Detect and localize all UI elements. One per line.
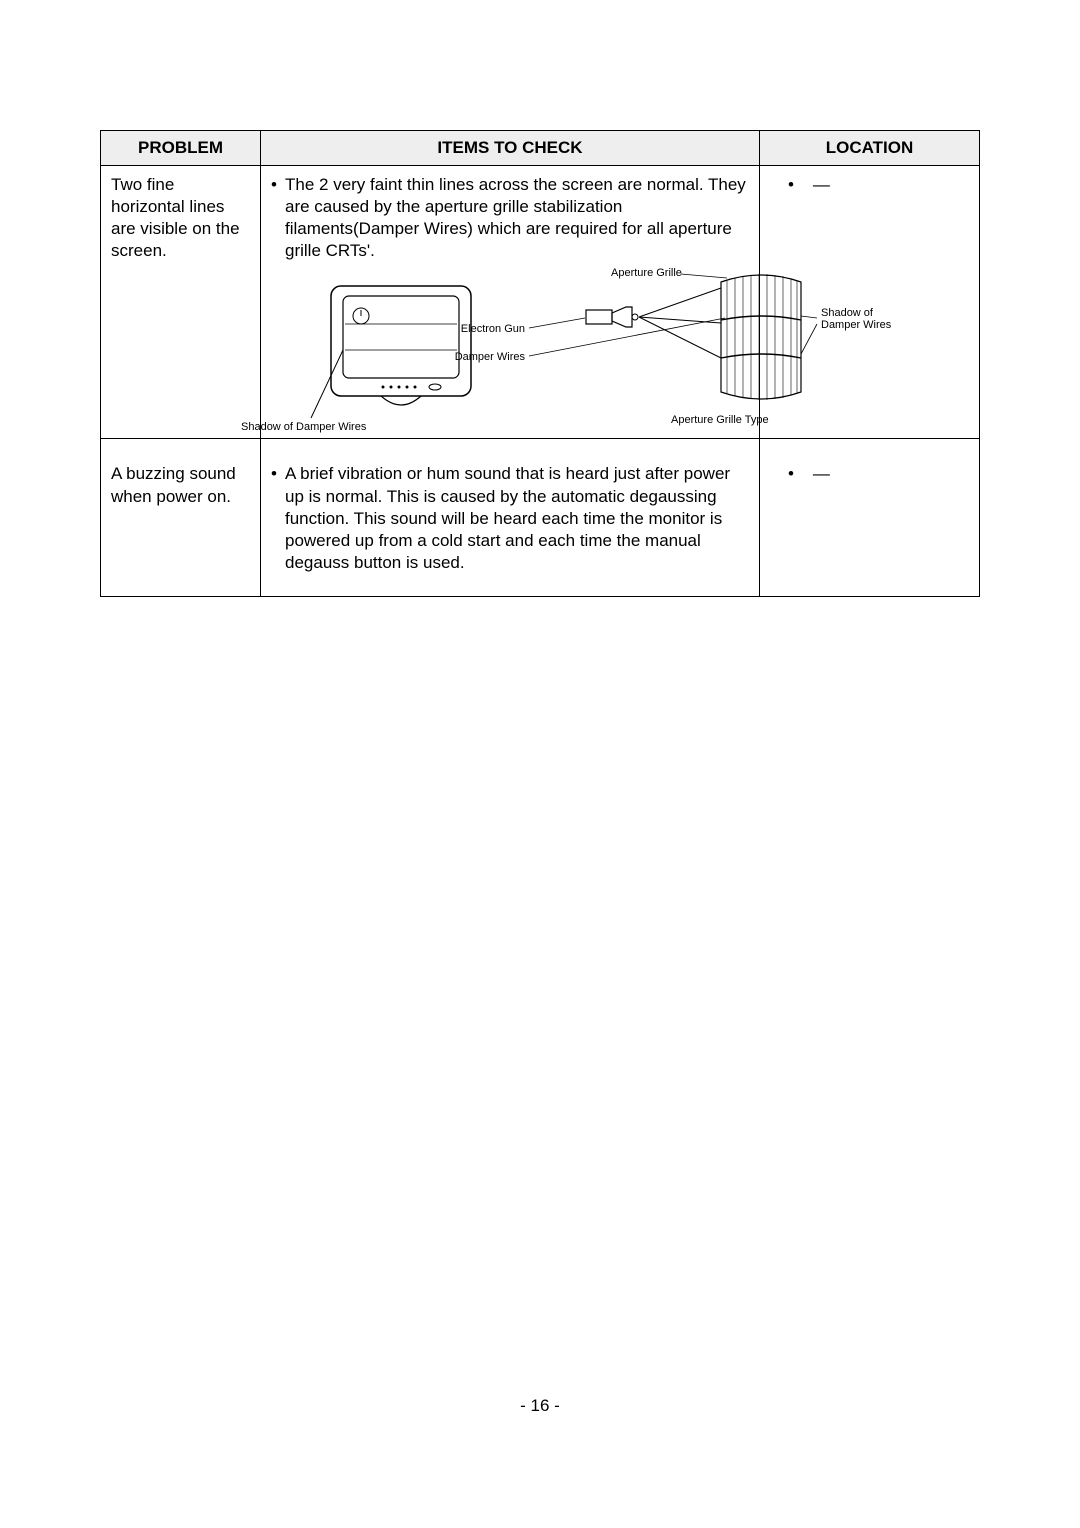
location-dash: — (813, 175, 830, 194)
table-header-row: PROBLEM ITEMS TO CHECK LOCATION (101, 131, 980, 166)
header-location: LOCATION (760, 131, 980, 166)
svg-text:Shadow of: Shadow of (821, 307, 874, 319)
problem-cell: A buzzing sound when power on. (101, 439, 261, 596)
page-content: PROBLEM ITEMS TO CHECK LOCATION Two fine… (0, 0, 1080, 597)
item-bullet: • The 2 very faint thin lines across the… (271, 174, 749, 262)
table-row: A buzzing sound when power on. • A brief… (101, 439, 980, 596)
item-bullet: • A brief vibration or hum sound that is… (271, 463, 749, 573)
troubleshoot-table: PROBLEM ITEMS TO CHECK LOCATION Two fine… (100, 130, 980, 597)
location-dash: — (813, 464, 830, 483)
item-text: The 2 very faint thin lines across the s… (285, 174, 749, 262)
label-electron-gun: Electron Gun (461, 323, 525, 335)
header-problem: PROBLEM (101, 131, 261, 166)
label-damper-wires: Damper Wires (455, 351, 526, 363)
table-row: Two fine horizontal lines are visible on… (101, 166, 980, 439)
bullet-dot: • (271, 463, 285, 573)
crt-diagram: Shadow of Damper Wires (271, 268, 749, 438)
location-cell: • — (760, 439, 980, 596)
aperture-grille-icon (721, 274, 801, 400)
label-shadow-right: Shadow of Damper Wires (821, 307, 892, 331)
items-cell: • The 2 very faint thin lines across the… (261, 166, 760, 439)
header-items: ITEMS TO CHECK (261, 131, 760, 166)
bullet-dot: • (271, 174, 285, 262)
page-number: - 16 - (0, 1396, 1080, 1416)
items-cell: • A brief vibration or hum sound that is… (261, 439, 760, 596)
item-text: A brief vibration or hum sound that is h… (285, 463, 749, 573)
svg-text:Damper Wires: Damper Wires (821, 319, 892, 331)
label-type: Aperture Grille Type (671, 414, 769, 426)
monitor-icon (331, 286, 471, 405)
crt-diagram-svg: Shadow of Damper Wires (111, 268, 961, 438)
label-aperture-grille: Aperture Grille (611, 268, 682, 279)
label-shadow-damper: Shadow of Damper Wires (241, 421, 367, 433)
electron-gun-icon (586, 307, 638, 327)
